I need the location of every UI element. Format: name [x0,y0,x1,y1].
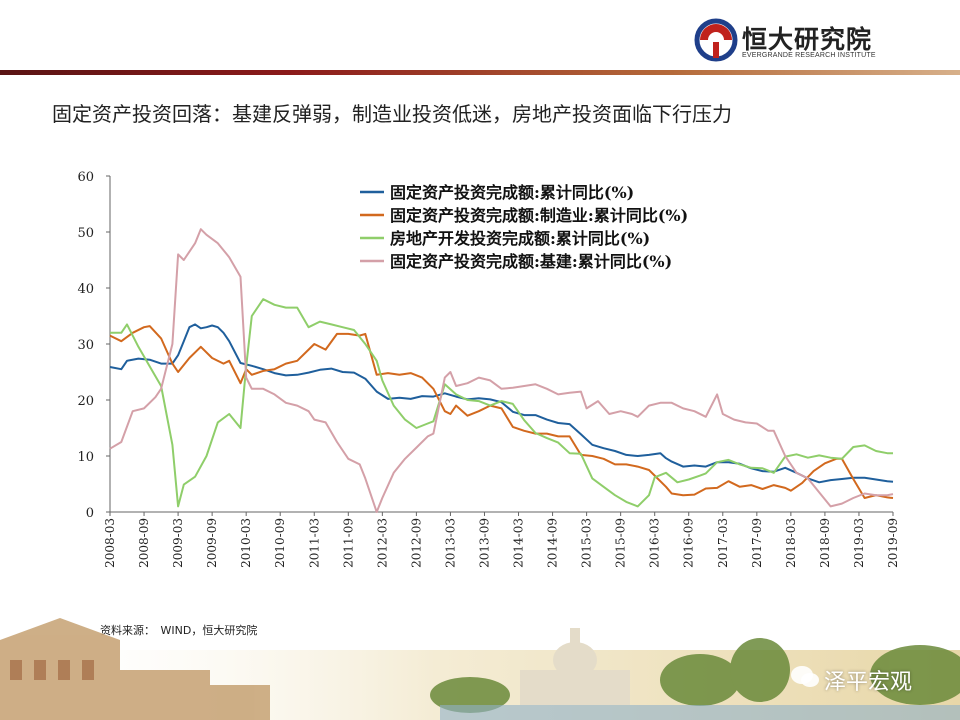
brand-name-cn: 恒大研究院 [742,25,873,54]
x-tick-label: 2009-03 [171,518,185,568]
x-tick-label: 2010-09 [273,518,287,568]
brand-name-en: EVERGRANDE RESEARCH INSTITUTE [742,52,876,59]
x-tick-label: 2008-03 [103,518,117,568]
wechat-icon [791,666,819,687]
x-tick-label: 2013-03 [443,518,457,568]
x-tick-label: 2016-03 [648,518,662,568]
x-tick-label: 2008-09 [137,518,151,568]
x-tick-label: 2014-09 [546,518,560,568]
x-tick-label: 2018-09 [818,518,832,568]
x-tick-label: 2011-09 [341,518,355,568]
y-tick-label: 30 [77,338,94,353]
x-tick-label: 2012-03 [375,518,389,568]
y-tick-label: 60 [77,170,94,185]
legend-label-1: 固定资产投资完成额:累计同比(%) [390,183,634,202]
x-tick-label: 2018-03 [784,518,798,568]
series-line-4 [109,228,894,513]
x-tick-label: 2014-03 [512,518,526,568]
x-tick-label: 2011-03 [307,518,321,568]
x-tick-label: 2015-09 [614,518,628,568]
x-tick-label: 2016-09 [682,518,696,568]
x-tick-label: 2019-03 [852,518,866,568]
x-tick-label: 2015-03 [580,518,594,568]
slide-title: 固定资产投资回落：基建反弹弱，制造业投资低迷，房地产投资面临下行压力 [52,102,732,126]
x-tick-label: 2013-09 [477,518,491,568]
y-tick-label: 50 [77,226,94,241]
y-tick-label: 20 [77,394,94,409]
y-tick-label: 0 [86,506,94,521]
data-source-note: 资料来源： WIND，恒大研究院 [100,624,258,637]
x-tick-label: 2019-09 [886,518,900,568]
series-line-2 [109,325,894,499]
legend-label-4: 固定资产投资完成额:基建:累计同比(%) [390,252,672,271]
decorative-architecture-banner [0,618,960,720]
brand-logo: 恒大研究院 EVERGRANDE RESEARCH INSTITUTE [694,18,884,66]
series-line-3 [110,298,893,508]
x-tick-label: 2009-09 [205,518,219,568]
x-tick-label: 2012-09 [409,518,423,568]
y-tick-label: 40 [77,282,94,297]
header-divider [0,70,960,75]
x-tick-label: 2017-03 [716,518,730,568]
y-tick-label: 10 [77,450,94,465]
investment-line-chart: 0 10 20 30 40 50 60 2008-03 2008-09 2009-03 2009-0… [77,170,900,568]
x-tick-label: 2017-09 [750,518,764,568]
x-tick-label: 2010-03 [239,518,253,568]
watermark-text: 泽平宏观 [824,670,913,695]
legend-label-2: 固定资产投资完成额:制造业:累计同比(%) [390,206,688,225]
legend-label-3: 房地产开发投资完成额:累计同比(%) [390,229,650,248]
evergrande-logo-icon [694,18,738,62]
series-line-1 [109,323,894,484]
